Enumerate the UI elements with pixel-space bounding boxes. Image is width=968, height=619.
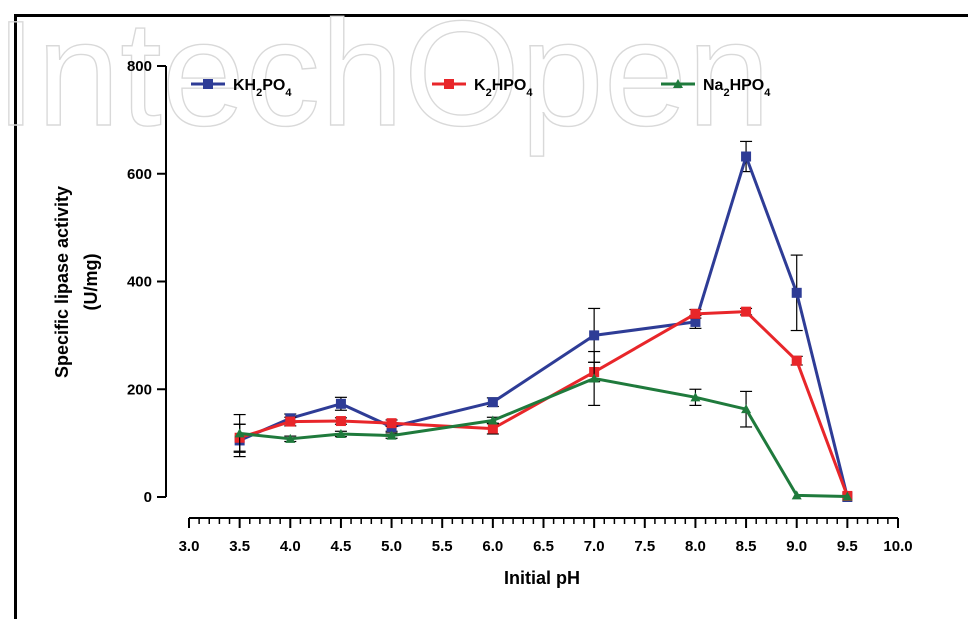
data-point — [741, 404, 752, 414]
data-point — [690, 316, 701, 327]
legend-marker — [444, 79, 454, 89]
y-tick-label: 400 — [127, 274, 152, 291]
data-point — [791, 287, 802, 298]
x-tick-label: 5.0 — [381, 538, 402, 555]
data-point — [487, 415, 498, 425]
series-K2HPO4 — [233, 306, 853, 501]
series-layer — [233, 140, 853, 502]
x-tick-label: 3.5 — [229, 538, 250, 555]
legend-label: Na2HPO4 — [703, 77, 771, 99]
x-tick-label: 8.0 — [685, 538, 706, 555]
figure-frame — [14, 14, 968, 619]
series-KH2PO4 — [233, 140, 853, 502]
x-tick-label: 10.0 — [883, 538, 912, 555]
legend-item-Na2HPO4: Na2HPO4 — [661, 77, 771, 99]
x-tick-label: 6.5 — [533, 538, 554, 555]
y-tick-label: 600 — [127, 166, 152, 183]
data-point — [386, 418, 397, 429]
data-point — [335, 398, 346, 409]
data-point — [285, 433, 296, 443]
y-axis-title-line2: (U/mg) — [81, 254, 101, 311]
legend-item-KH2PO4: KH2PO4 — [191, 77, 292, 99]
y-tick-label: 0 — [144, 489, 152, 506]
x-tick-label: 3.0 — [179, 538, 200, 555]
data-point — [741, 306, 752, 317]
x-tick-label: 9.0 — [786, 538, 807, 555]
x-axis-title: Initial pH — [504, 568, 580, 588]
y-tick-label: 800 — [127, 58, 152, 75]
legend-item-K2HPO4: K2HPO4 — [432, 77, 533, 99]
axes: 0 200 400 600 800 3.0 3.5 4.0 4.5 5.0 5.5 6.0 6.5 7.0… — [127, 58, 913, 555]
series-line — [239, 155, 849, 498]
data-point — [791, 355, 802, 366]
legend-marker — [203, 79, 213, 89]
x-tick-label: 5.5 — [432, 538, 453, 555]
legend-marker — [673, 79, 683, 88]
legend-label: KH2PO4 — [233, 77, 292, 99]
data-point — [234, 428, 245, 438]
x-tick-label: 7.5 — [634, 538, 655, 555]
data-point — [741, 151, 752, 162]
data-point — [842, 491, 853, 501]
y-axis-title-line1: Specific lipase activity — [52, 186, 72, 378]
series-line — [239, 376, 848, 498]
legend-label: K2HPO4 — [474, 77, 533, 99]
data-point — [589, 373, 600, 383]
series-Na2HPO4 — [233, 350, 853, 501]
data-point — [487, 397, 498, 408]
data-point — [285, 416, 296, 427]
x-tick-label: 4.5 — [330, 538, 351, 555]
x-tick-label: 4.0 — [280, 538, 301, 555]
data-point — [589, 330, 600, 341]
x-tick-label: 7.0 — [584, 538, 605, 555]
data-point — [335, 428, 346, 438]
data-point — [791, 490, 802, 500]
watermark: IntechOpen — [0, 0, 771, 157]
data-point — [335, 416, 346, 427]
data-point — [690, 392, 701, 402]
x-tick-label: 8.5 — [736, 538, 757, 555]
data-point — [386, 430, 397, 440]
y-tick-label: 200 — [127, 381, 152, 398]
legend: KH2PO4 K2HPO4 Na2HPO4 — [191, 77, 771, 99]
data-point — [690, 308, 701, 319]
x-tick-label: 6.0 — [482, 538, 503, 555]
series-line — [239, 310, 849, 497]
data-point — [487, 423, 498, 434]
x-tick-label: 9.5 — [837, 538, 858, 555]
